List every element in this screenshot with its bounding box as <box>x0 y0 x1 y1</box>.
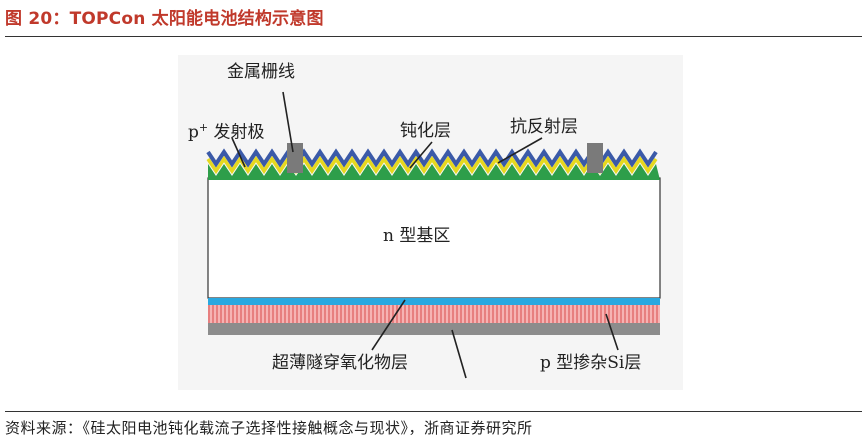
leader-p-doped-si <box>605 313 619 351</box>
label-p: p <box>188 122 199 143</box>
label-passivation: 钝化层 <box>400 121 451 141</box>
label-emitter: 发射极 <box>213 122 265 143</box>
leader-metal-grid <box>282 91 294 153</box>
leader-emitter <box>231 137 246 168</box>
figure-caption: 图 20：TOPCon 太阳能电池结构示意图 <box>5 9 324 29</box>
passivation-layer <box>206 155 658 175</box>
label-p-doped-si: p 型掺杂Si层 <box>540 353 642 373</box>
tunnel-oxide-layer <box>208 298 660 305</box>
bottom-divider <box>5 411 862 412</box>
top-divider <box>5 36 862 37</box>
label-anti-reflection: 抗反射层 <box>510 117 578 137</box>
leader-rear-contact <box>451 329 467 379</box>
rear-contact-layer <box>208 323 660 335</box>
anti-reflection-layer <box>206 148 658 168</box>
leader-passivation <box>409 141 433 169</box>
leader-tunnel-oxide <box>371 299 406 351</box>
metal-grid-finger-right <box>587 143 603 173</box>
n-base-region <box>207 177 661 299</box>
metal-grid-finger-left <box>287 143 303 173</box>
leader-anti-reflection <box>497 137 543 164</box>
label-p-superscript: + <box>198 121 209 134</box>
p-doped-si-layer <box>208 305 660 323</box>
label-metal-grid: 金属栅线 <box>227 62 295 82</box>
label-n-base: n 型基区 <box>383 226 451 246</box>
emitter-layer <box>208 164 660 180</box>
label-tunnel-oxide: 超薄隧穿氧化物层 <box>272 353 408 373</box>
source-note: 资料来源：《硅太阳电池钝化载流子选择性接触概念与现状》，浙商证券研究所 <box>5 419 533 437</box>
label-p-plus-emitter: p+ 发射极 <box>188 118 265 143</box>
